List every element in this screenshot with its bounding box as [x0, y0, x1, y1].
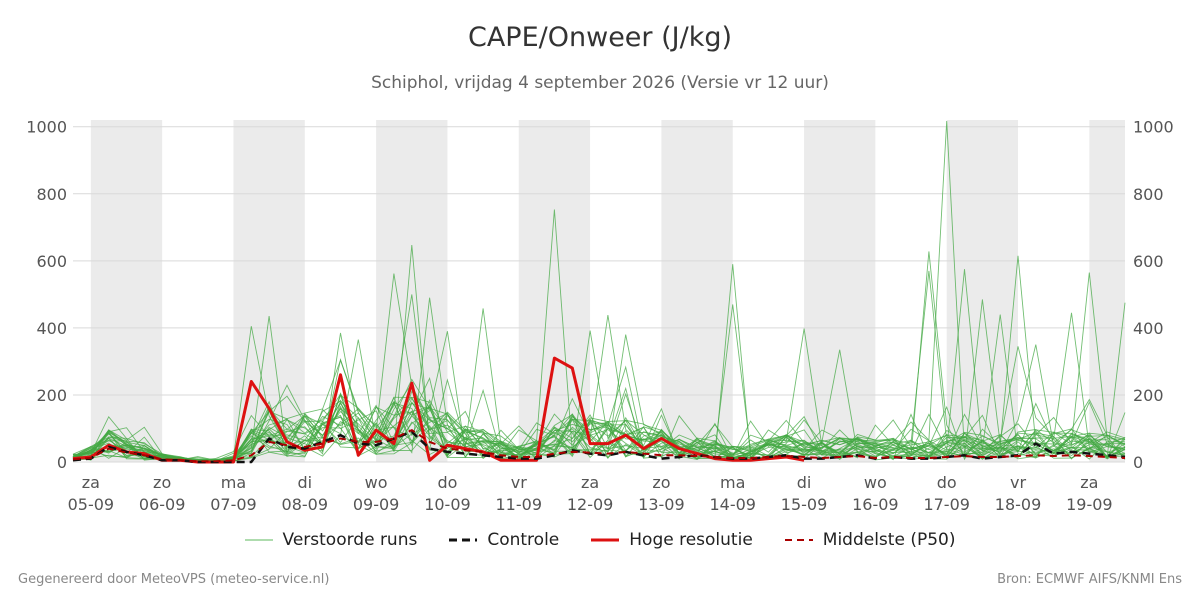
x-tick-date: 05-09: [68, 495, 115, 514]
legend-swatch-red-icon: [591, 538, 620, 542]
ensemble-member-line: [72, 314, 1126, 461]
y-tick-label-right: 0: [1133, 453, 1143, 472]
x-tick-date: 11-09: [496, 495, 543, 514]
ensemble-member-line: [72, 346, 1126, 462]
x-tick-day: vr: [1010, 473, 1026, 492]
x-tick-date: 13-09: [638, 495, 685, 514]
y-tick-label-left: 800: [36, 185, 67, 204]
y-tick-label-left: 400: [36, 319, 67, 338]
x-tick-date: 06-09: [139, 495, 186, 514]
ensemble-member-line: [72, 269, 1126, 462]
x-tick-day: di: [797, 473, 812, 492]
x-tick-day: za: [1080, 473, 1098, 492]
legend-swatch-green-icon: [244, 539, 273, 541]
x-tick-day: wo: [864, 473, 887, 492]
x-tick-day: vr: [511, 473, 527, 492]
x-tick-date: 14-09: [709, 495, 756, 514]
legend-item-middelste-p50[interactable]: Middelste (P50): [784, 530, 956, 550]
day-band: [90, 120, 163, 462]
x-tick-date: 10-09: [424, 495, 471, 514]
x-tick-date: 07-09: [210, 495, 257, 514]
x-tick-date: 15-09: [781, 495, 828, 514]
x-tick-day: do: [437, 473, 457, 492]
x-tick-day: zo: [153, 473, 171, 492]
legend-item-controle[interactable]: Controle: [449, 530, 559, 550]
ensemble-member-line: [72, 332, 1126, 461]
y-tick-label-left: 600: [36, 252, 67, 271]
legend-label: Middelste (P50): [822, 530, 956, 550]
legend-label: Hoge resolutie: [629, 530, 753, 550]
ensemble-member-line: [72, 339, 1126, 463]
ensemble-member-line: [72, 272, 1126, 462]
x-tick-day: zo: [652, 473, 670, 492]
legend: Verstoorde runs Controle Hoge resolutie …: [0, 530, 1200, 550]
x-tick-day: ma: [221, 473, 246, 492]
footer-generated-by[interactable]: Gegenereerd door MeteoVPS (meteo-service…: [18, 572, 330, 587]
x-tick-date: 18-09: [995, 495, 1042, 514]
ensemble-member-line: [72, 294, 1126, 462]
x-tick-date: 19-09: [1066, 495, 1113, 514]
y-tick-label-right: 400: [1133, 319, 1164, 338]
chart-title: CAPE/Onweer (J/kg): [467, 22, 732, 53]
day-band: [804, 120, 876, 462]
x-tick-date: 12-09: [567, 495, 614, 514]
y-tick-label-right: 200: [1133, 386, 1164, 405]
ensemble-member-line: [72, 273, 1126, 461]
y-tick-label-left: 1000: [26, 118, 67, 137]
x-tick-day: za: [82, 473, 100, 492]
x-tick-day: za: [581, 473, 599, 492]
ensemble-member-line: [72, 312, 1126, 462]
x-tick-date: 16-09: [852, 495, 899, 514]
ensemble-member-line: [72, 120, 1126, 462]
x-tick-day: di: [297, 473, 312, 492]
legend-swatch-black-dashed-icon: [449, 538, 478, 542]
x-tick-day: do: [937, 473, 957, 492]
day-band: [518, 120, 591, 462]
day-band: [661, 120, 733, 462]
ensemble-member-line: [72, 264, 1126, 462]
x-tick-date: 08-09: [282, 495, 329, 514]
x-tick-date: 17-09: [923, 495, 970, 514]
chart-subtitle: Schiphol, vrijdag 4 september 2026 (Vers…: [371, 73, 829, 93]
day-band: [946, 120, 1019, 462]
legend-item-hoge-resolutie[interactable]: Hoge resolutie: [591, 530, 753, 550]
x-tick-day: wo: [365, 473, 388, 492]
legend-label: Verstoorde runs: [282, 530, 418, 550]
day-band: [1089, 120, 1125, 462]
y-tick-label-left: 200: [36, 386, 67, 405]
controle-line: [72, 430, 1126, 464]
legend-label: Controle: [487, 530, 560, 550]
x-tick-date: 09-09: [353, 495, 400, 514]
x-tick-day: ma: [720, 473, 745, 492]
y-tick-label-right: 1000: [1133, 118, 1174, 137]
cape-chart: 0 0 200 200 400 400 600 600 800 800 1000 1000 za 05-0…: [26, 118, 1174, 514]
y-tick-label-right: 600: [1133, 252, 1164, 271]
p50-line: [72, 429, 1126, 463]
footer-source: Bron: ECMWF AIFS/KNMI Ens: [997, 572, 1182, 587]
legend-swatch-darkred-dashed-icon: [784, 539, 813, 541]
y-tick-label-left: 0: [57, 453, 67, 472]
legend-item-verstoorde-runs[interactable]: Verstoorde runs: [244, 530, 418, 550]
y-tick-label-right: 800: [1133, 185, 1164, 204]
